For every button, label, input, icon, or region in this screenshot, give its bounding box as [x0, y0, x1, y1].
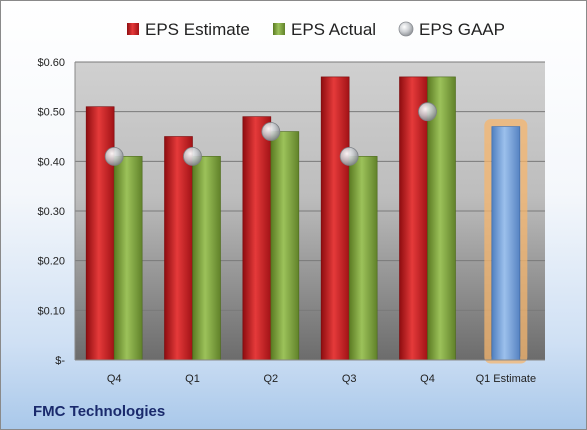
- y-tick-label: $0.10: [37, 305, 65, 317]
- marker-eps-gaap: [418, 102, 437, 122]
- x-tick-label: Q1: [185, 373, 200, 385]
- legend-gaap-swatch: [398, 21, 414, 37]
- x-tick-label: Q1 Estimate: [476, 373, 537, 385]
- y-tick-label: $0.60: [37, 57, 65, 69]
- bar-eps-actual: [427, 76, 456, 361]
- marker-eps-gaap: [104, 146, 124, 166]
- x-tick-label: Q4: [420, 373, 435, 385]
- bar-eps-estimate: [242, 116, 272, 361]
- marker-eps-gaap: [261, 122, 281, 141]
- gridlines: [75, 61, 545, 311]
- bar-eps-actual: [348, 156, 378, 361]
- bar-eps-estimate: [399, 76, 428, 361]
- y-tick-label: $0.20: [37, 256, 65, 268]
- legend-actual-swatch: [273, 23, 285, 35]
- legend-estimate-swatch: [127, 23, 139, 35]
- company-name: FMC Technologies: [33, 403, 166, 420]
- x-tick-label: Q4: [107, 373, 122, 385]
- y-tick-label: $-: [55, 355, 65, 367]
- bar-eps-actual: [270, 131, 300, 361]
- y-tick-label: $0.50: [37, 107, 65, 119]
- bar-eps-actual: [192, 156, 221, 361]
- x-tick-label: Q3: [342, 373, 357, 385]
- gaap-markers: [104, 102, 437, 166]
- x-axis: Q4 Q1 Q2 Q3 Q4 Q1 Estimate: [75, 359, 545, 385]
- marker-eps-gaap: [339, 146, 359, 166]
- y-tick-label: $0.30: [37, 206, 65, 218]
- bar-eps-estimate: [85, 106, 115, 361]
- y-axis: $- $0.10 $0.20 $0.30 $0.40 $0.50 $0.60: [37, 57, 76, 367]
- x-tick-label: Q2: [263, 373, 278, 385]
- y-tick-label: $0.40: [37, 156, 65, 168]
- bar-eps-forecast: [491, 126, 521, 361]
- marker-eps-gaap: [183, 146, 202, 166]
- eps-chart: EPS Estimate EPS Actual EPS GAAP $- $0.10…: [37, 20, 545, 385]
- legend-gaap-label: EPS GAAP: [419, 20, 505, 39]
- legend-actual-label: EPS Actual: [291, 20, 376, 39]
- bar-eps-actual: [113, 156, 143, 361]
- legend-estimate-label: EPS Estimate: [145, 20, 250, 39]
- bar-eps-estimate: [164, 136, 193, 361]
- bar-eps-estimate: [320, 76, 350, 361]
- legend: EPS Estimate EPS Actual EPS GAAP: [127, 20, 505, 39]
